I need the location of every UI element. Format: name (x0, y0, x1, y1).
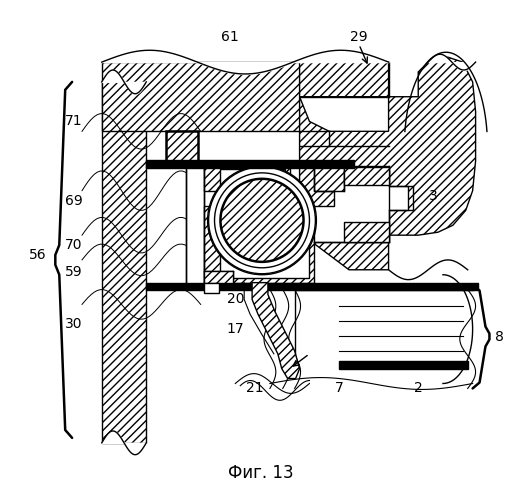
Text: 30: 30 (65, 317, 83, 331)
Bar (203, 271, 233, 282)
Text: 17: 17 (226, 322, 244, 336)
Text: 69: 69 (65, 194, 83, 207)
Polygon shape (102, 62, 389, 132)
Polygon shape (221, 169, 310, 278)
Bar (146, 282, 477, 290)
Bar (203, 282, 220, 292)
Bar (166, 132, 198, 161)
Text: 71: 71 (65, 114, 83, 128)
Polygon shape (300, 57, 475, 270)
Text: 8: 8 (495, 330, 504, 344)
Text: 3: 3 (429, 188, 437, 202)
Text: 29: 29 (350, 30, 368, 44)
Text: 61: 61 (221, 30, 239, 44)
Text: 20: 20 (226, 292, 244, 306)
Text: 7: 7 (335, 382, 344, 396)
Circle shape (221, 179, 303, 262)
Bar (344, 167, 389, 184)
Text: 2: 2 (414, 382, 423, 396)
Text: 56: 56 (29, 248, 47, 262)
Polygon shape (203, 163, 314, 282)
Polygon shape (102, 82, 146, 443)
Text: 59: 59 (65, 265, 83, 279)
Bar (339, 361, 468, 368)
Bar (146, 160, 354, 168)
Circle shape (209, 167, 315, 274)
Text: 21: 21 (246, 382, 264, 396)
Polygon shape (252, 282, 300, 378)
Polygon shape (300, 96, 389, 132)
Bar (344, 222, 389, 242)
Text: Фиг. 13: Фиг. 13 (228, 464, 294, 481)
Bar (186, 166, 203, 284)
Polygon shape (314, 166, 408, 242)
Text: 70: 70 (65, 238, 83, 252)
